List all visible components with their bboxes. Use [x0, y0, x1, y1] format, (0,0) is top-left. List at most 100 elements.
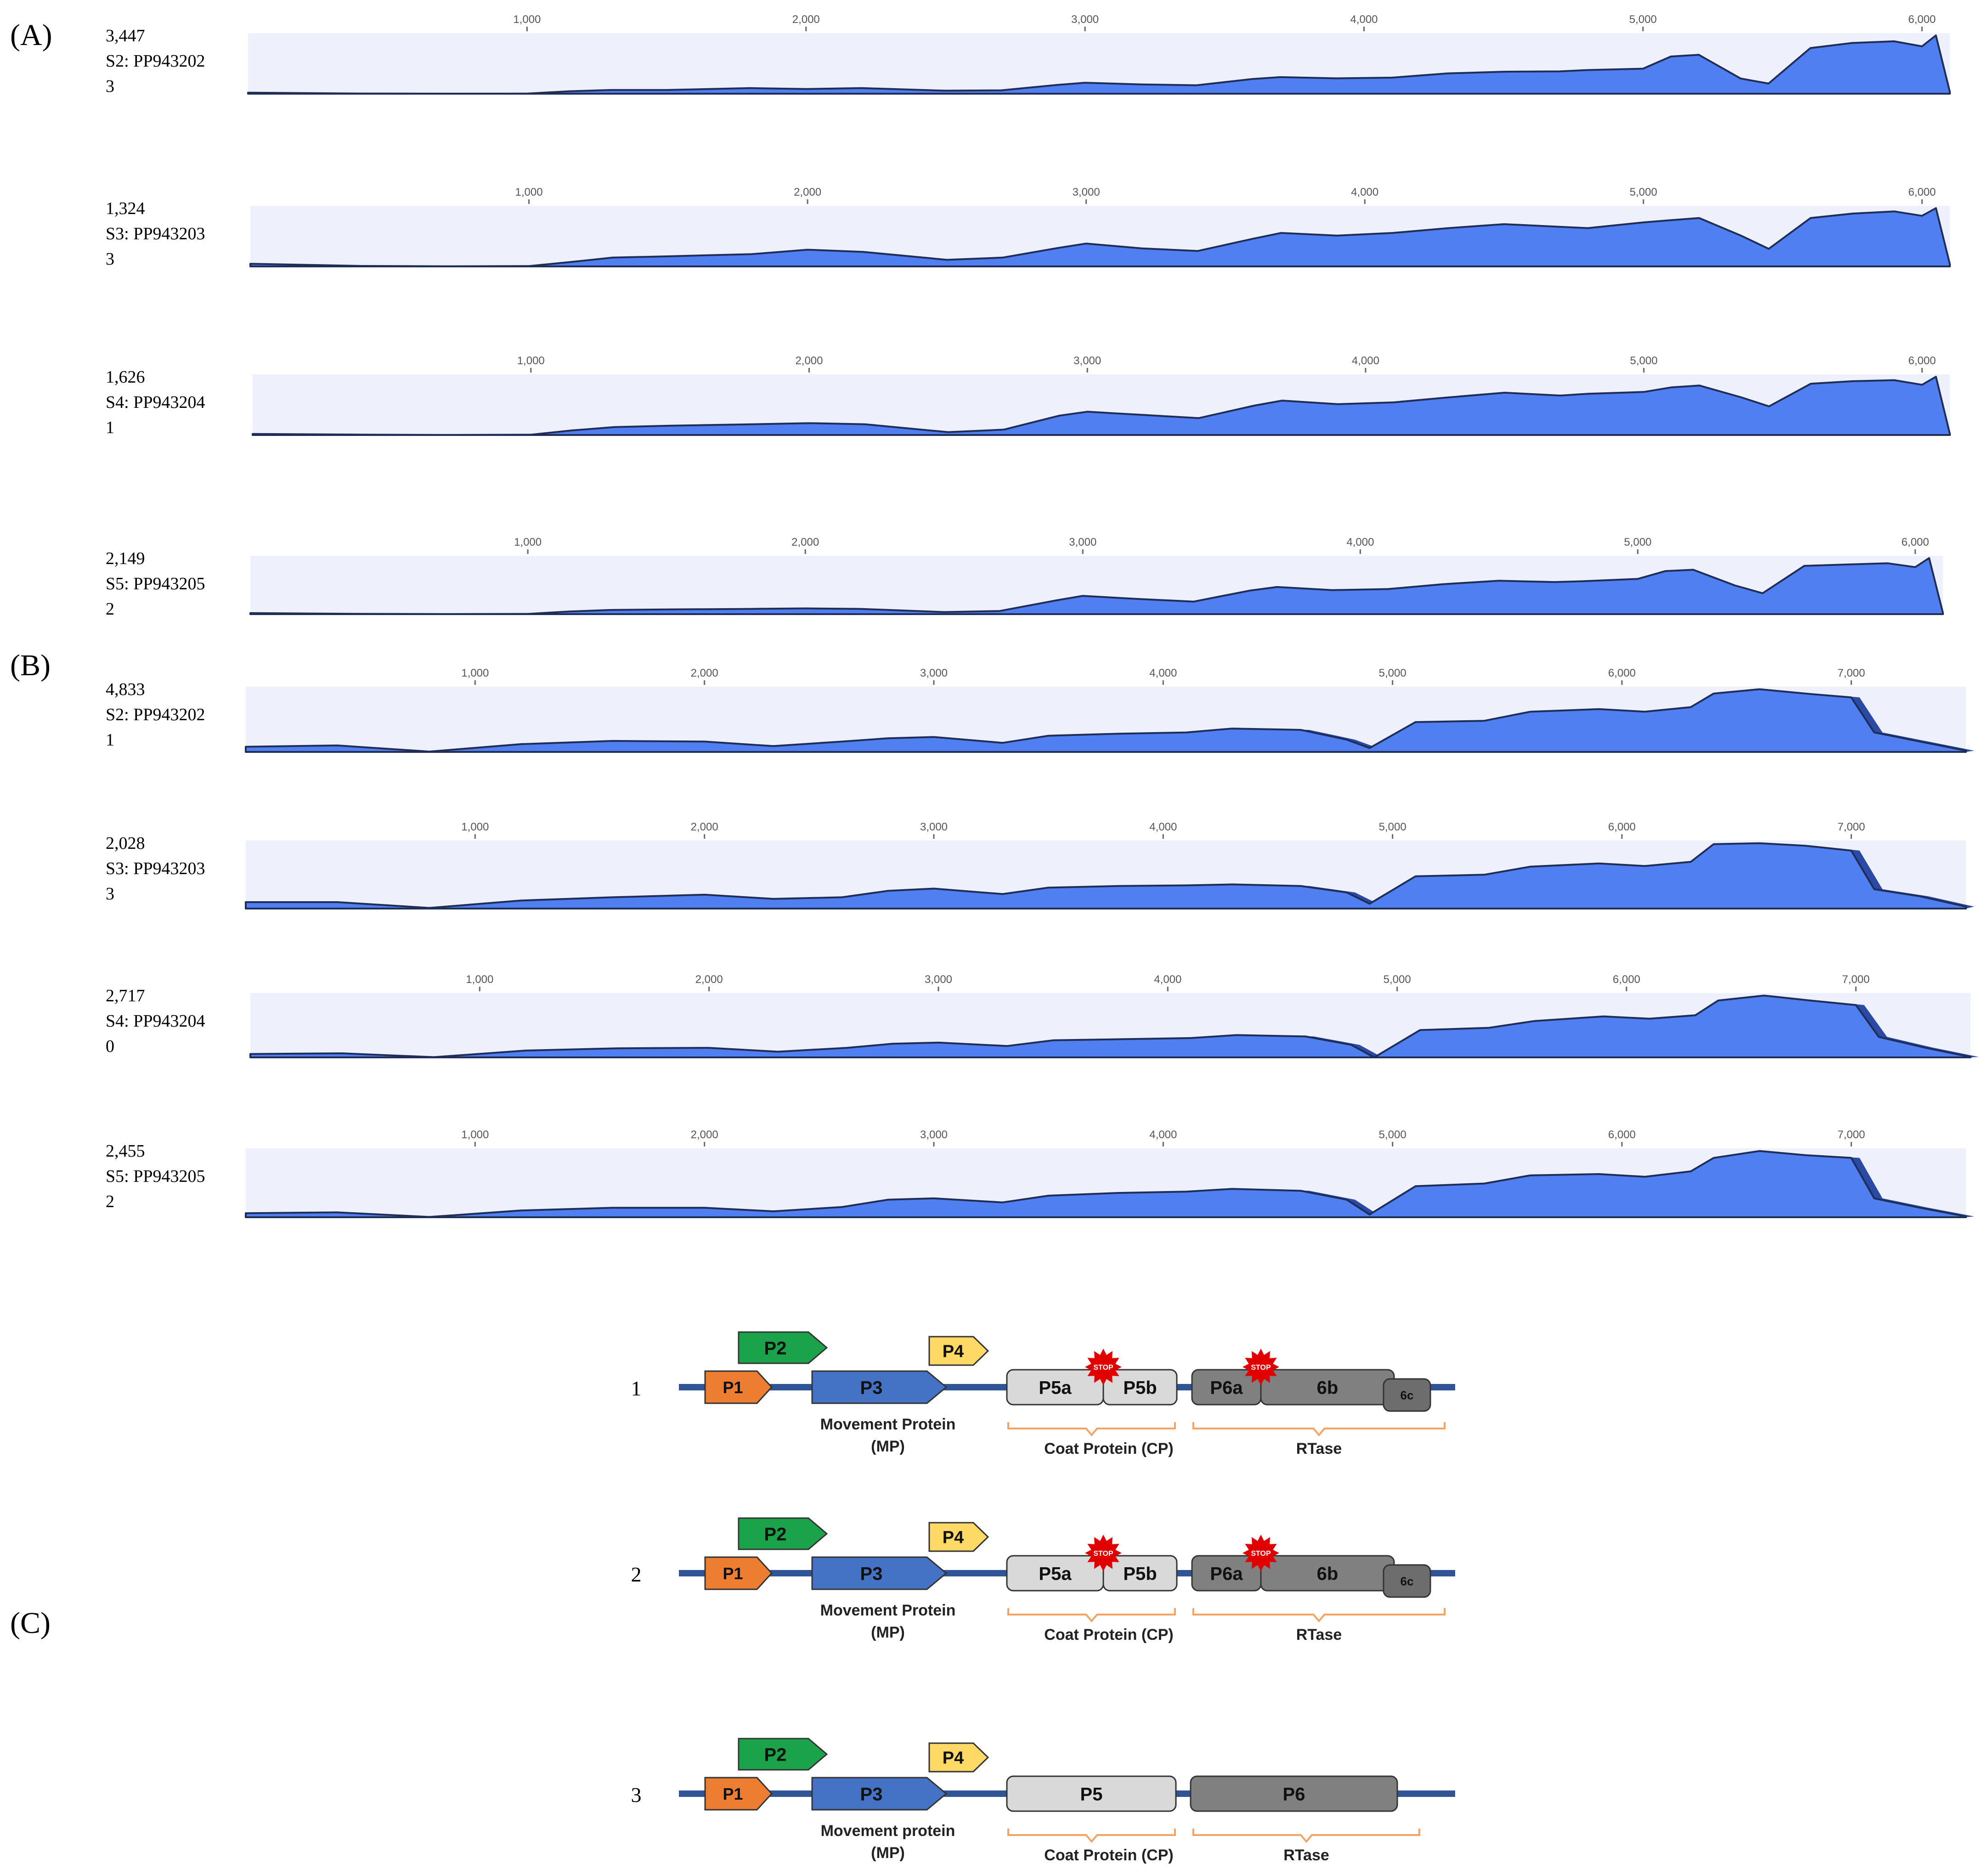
- p6-gene: [1190, 1775, 1398, 1812]
- x-tick-label: 6,000: [1608, 821, 1636, 833]
- p4-gene-label: P4: [943, 1342, 964, 1361]
- p6c-gene: [1383, 1564, 1431, 1598]
- track-min-label: 2: [106, 599, 114, 619]
- coverage-track: 1,000 2,000 3,000 4,000 5,000 6,000 7,000 4,833…: [106, 667, 1974, 753]
- x-tick-label: 2,000: [792, 13, 820, 26]
- p3-gene-label: P3: [860, 1784, 883, 1804]
- stop-codon-icon: [1242, 1349, 1279, 1385]
- track-sample-label: S4: PP943204: [106, 393, 205, 412]
- x-tick-label: 4,000: [1149, 1129, 1177, 1141]
- x-tick-label: 5,000: [1630, 186, 1657, 198]
- p5a-gene-label: P5a: [1039, 1564, 1072, 1584]
- x-tick-label: 2,000: [691, 667, 718, 679]
- panel-label-b: (B): [10, 649, 51, 682]
- track-max-label: 1,324: [106, 199, 145, 218]
- x-tick-label: 6,000: [1608, 1129, 1636, 1141]
- coverage-area: [249, 994, 1971, 1058]
- track-max-label: 3,447: [106, 26, 145, 45]
- track-min-label: 3: [106, 77, 114, 96]
- x-tick-label: 6,000: [1902, 536, 1929, 548]
- genome-map: 1 P2 P1 P3 P4 P5a P5b P6a 6b 6c STOP STOP Movement P…: [631, 1331, 1455, 1457]
- mp-caption-abbrev: (MP): [871, 1844, 905, 1862]
- x-tick-label: 6,000: [1908, 186, 1936, 198]
- coverage-area: [245, 842, 1967, 909]
- coverage-track: 1,000 2,000 3,000 4,000 5,000 6,000 1,626 S4: P…: [106, 355, 1951, 437]
- p4-gene-label: P4: [943, 1749, 964, 1768]
- p3-gene: [811, 1556, 948, 1590]
- p4-gene: [928, 1742, 989, 1773]
- x-tick-label: 1,000: [514, 536, 542, 548]
- x-tick-label: 4,000: [1351, 186, 1378, 198]
- p6c-gene-label: 6c: [1401, 1388, 1414, 1402]
- panel-label-a: (A): [10, 18, 52, 52]
- track-sample-label: S5: PP943205: [106, 574, 205, 593]
- x-tick-label: 4,000: [1346, 536, 1374, 548]
- p2-gene-label: P2: [764, 1338, 787, 1358]
- x-tick-label: 3,000: [920, 667, 948, 679]
- stop-codon-icon: [1242, 1535, 1279, 1571]
- stop-codon-icon: [1085, 1535, 1122, 1571]
- p3-gene: [811, 1777, 948, 1811]
- p3-gene: [811, 1370, 948, 1404]
- track-max-label: 4,833: [106, 680, 145, 699]
- coverage-area: [245, 1150, 1967, 1218]
- x-tick-label: 4,000: [1149, 821, 1177, 833]
- p6c-gene: [1383, 1378, 1431, 1412]
- x-tick-label: 2,000: [691, 821, 718, 833]
- mp-caption: Movement Protein: [820, 1602, 956, 1619]
- track-sample-label: S2: PP943202: [106, 51, 205, 71]
- track-sample-label: S4: PP943204: [106, 1011, 205, 1031]
- track-max-label: 2,028: [106, 834, 145, 853]
- p4-gene-label: P4: [943, 1528, 964, 1547]
- rtase-bracket: [1192, 1422, 1446, 1437]
- genome-number: 3: [631, 1783, 642, 1807]
- coverage-track: 1,000 2,000 3,000 4,000 5,000 6,000 7,000 2,717…: [106, 973, 1979, 1058]
- coverage-area: [247, 34, 1951, 95]
- x-tick-label: 1,000: [461, 1129, 489, 1141]
- genome-number: 1: [631, 1377, 642, 1400]
- x-tick-label: 7,000: [1842, 973, 1869, 986]
- genome-map: 3 P2 P1 P3 P4 P5 P6 Movement protein (MP) Coat Pr…: [631, 1738, 1455, 1864]
- x-tick-label: 2,000: [691, 1129, 718, 1141]
- x-tick-label: 4,000: [1154, 973, 1181, 986]
- p3-gene-label: P3: [860, 1378, 883, 1398]
- x-tick-label: 2,000: [794, 186, 821, 198]
- genome-number: 2: [631, 1563, 642, 1586]
- x-tick-label: 1,000: [517, 355, 545, 367]
- x-tick-label: 2,000: [795, 355, 823, 367]
- x-tick-label: 5,000: [1624, 536, 1651, 548]
- mp-caption-abbrev: (MP): [871, 1438, 905, 1455]
- coverage-panel-b: 1,000 2,000 3,000 4,000 5,000 6,000 7,000 4,833…: [106, 667, 1979, 1218]
- p2-gene-label: P2: [764, 1745, 787, 1765]
- coverage-track: 1,000 2,000 3,000 4,000 5,000 6,000 2,149 S5: P…: [106, 536, 1944, 619]
- cp-bracket: [1007, 1829, 1176, 1843]
- mp-caption: Movement protein: [821, 1822, 955, 1840]
- rtase-caption: RTase: [1296, 1440, 1342, 1457]
- mp-caption-abbrev: (MP): [871, 1624, 905, 1641]
- p5a-gene-label: P5a: [1039, 1378, 1072, 1398]
- coverage-panel-a: 1,000 2,000 3,000 4,000 5,000 6,000 3,447 S2: P…: [106, 13, 1951, 619]
- mp-caption: Movement Protein: [820, 1416, 956, 1433]
- p5b-gene: [1102, 1369, 1178, 1406]
- x-tick-label: 7,000: [1837, 821, 1865, 833]
- track-min-label: 0: [106, 1037, 114, 1056]
- coverage-track: 1,000 2,000 3,000 4,000 5,000 6,000 7,000 2,028…: [106, 821, 1974, 909]
- track-max-label: 2,455: [106, 1141, 145, 1161]
- p6a-gene-label: P6a: [1210, 1564, 1243, 1584]
- cp-bracket: [1007, 1608, 1176, 1623]
- cp-caption: Coat Protein (CP): [1044, 1440, 1173, 1457]
- p6a-gene-label: P6a: [1210, 1378, 1243, 1398]
- x-tick-label: 1,000: [466, 973, 493, 986]
- stop-label: STOP: [1251, 1364, 1271, 1372]
- coverage-area: [249, 207, 1951, 267]
- x-tick-label: 7,000: [1837, 667, 1865, 679]
- coverage-track: 1,000 2,000 3,000 4,000 5,000 6,000 1,324 S3: P…: [106, 186, 1951, 269]
- x-tick-label: 3,000: [920, 821, 948, 833]
- x-tick-label: 6,000: [1613, 973, 1640, 986]
- cp-bracket: [1007, 1422, 1176, 1437]
- x-tick-label: 1,000: [515, 186, 543, 198]
- coverage-track: 1,000 2,000 3,000 4,000 5,000 6,000 7,000 2,455…: [106, 1129, 1974, 1218]
- x-tick-label: 3,000: [1073, 355, 1101, 367]
- rtase-caption: RTase: [1283, 1847, 1329, 1864]
